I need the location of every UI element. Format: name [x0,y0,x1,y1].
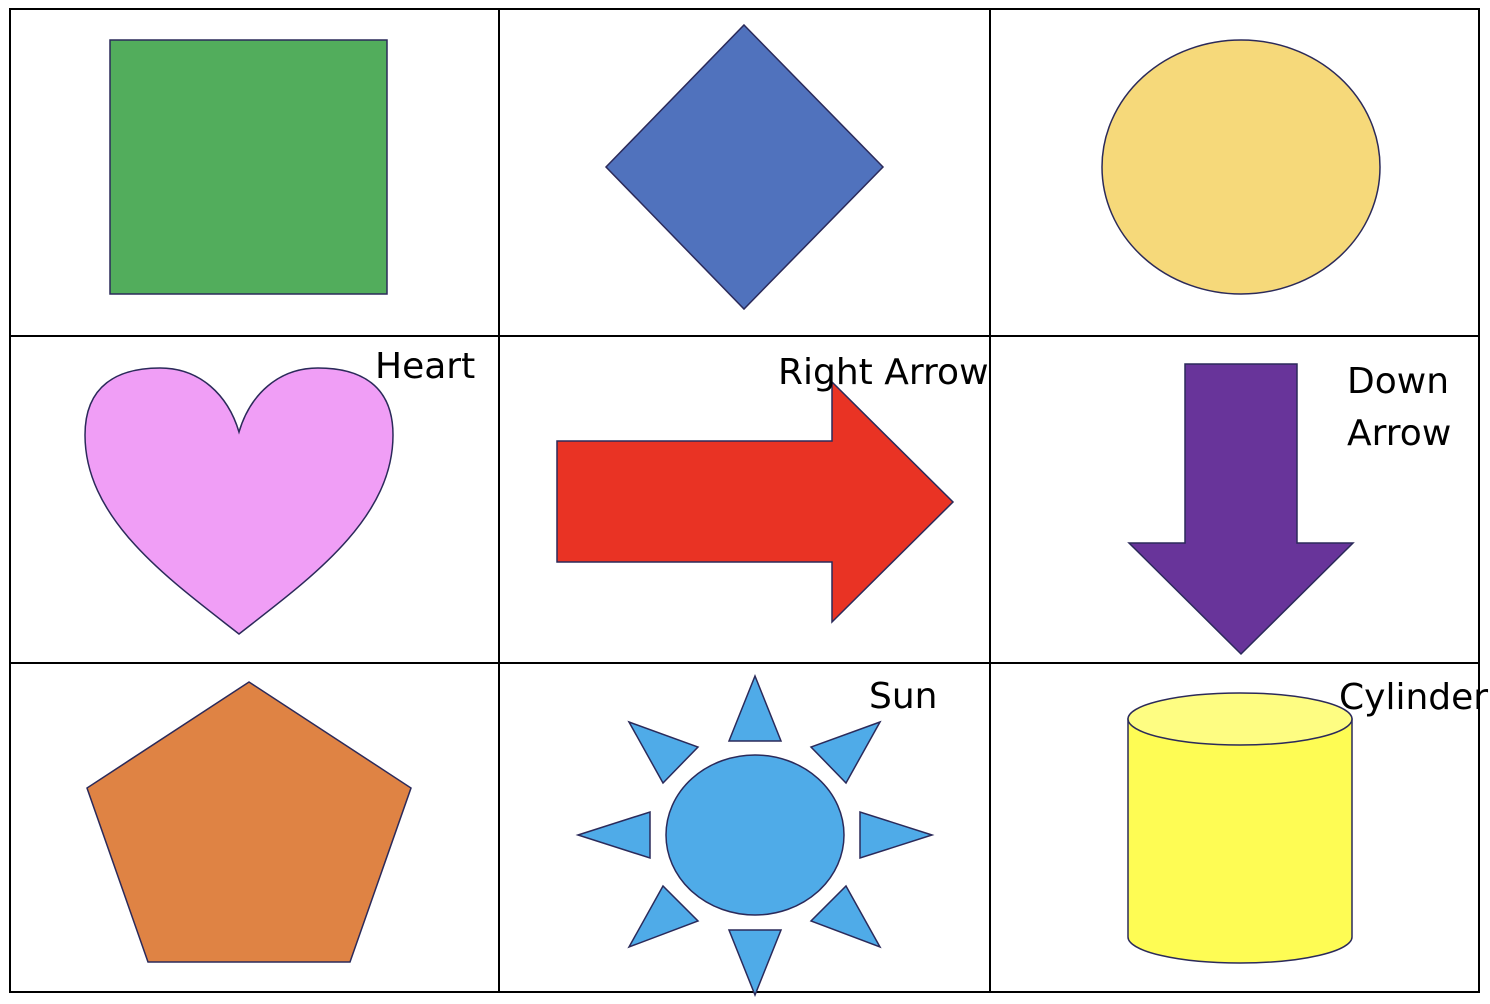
down-arrow-label: Down Arrow [1347,361,1460,454]
right-arrow-label: Right Arrow [778,352,989,393]
heart-shape [84,367,394,635]
sun-ray-top [727,673,783,742]
sun-ray-right [859,810,935,860]
sun-core [665,754,845,916]
sun-shape [575,673,935,998]
grid-table [9,8,1480,993]
heart-label: Heart [375,346,475,387]
diamond-shape [604,23,885,311]
grid-border [9,8,1480,993]
down-arrow-label-line-1: Down [1347,361,1449,402]
circle-shape [1101,39,1381,295]
sun-ray-bottom-right [809,884,882,949]
right-arrow-shape [556,380,955,624]
cylinder-top [1127,692,1353,746]
square-shape [109,39,388,295]
sun-ray-top-left [627,720,700,785]
sun-label: Sun [869,676,937,717]
pentagon-shape [86,681,412,963]
cylinder-label: Cylinder [1339,677,1488,718]
down-arrow-shape [1127,363,1355,656]
sun-ray-bottom-left [627,884,700,949]
sun-ray-bottom [727,929,783,998]
down-arrow-label-line-2: Arrow [1347,413,1451,454]
sun-ray-top-right [809,720,882,785]
cylinder-body [1127,718,1353,964]
cylinder-shape [1127,692,1353,964]
sun-ray-left [575,810,651,860]
